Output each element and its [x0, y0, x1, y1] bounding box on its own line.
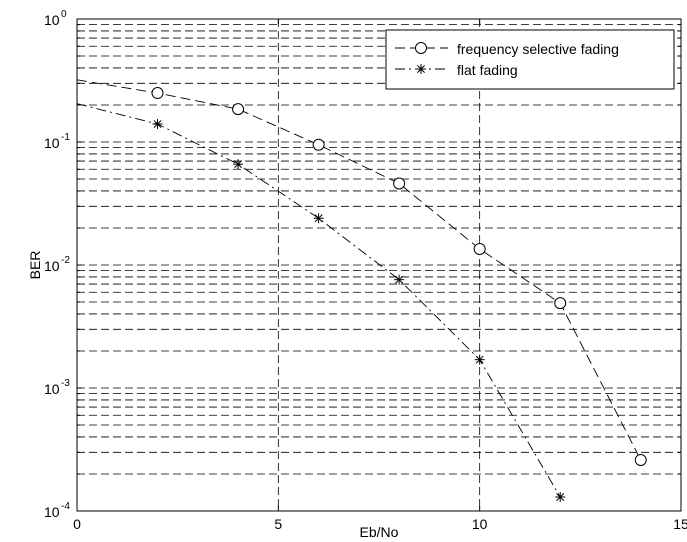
asterisk-marker — [394, 274, 405, 285]
y-tick-label: 10 — [44, 258, 60, 274]
x-tick-label: 5 — [274, 516, 282, 532]
circle-marker — [473, 242, 486, 255]
y-tick-exponent: -2 — [61, 255, 70, 266]
y-tick-exponent: 0 — [61, 9, 67, 20]
x-tick-label: 10 — [472, 516, 488, 532]
y-axis-label: BER — [27, 251, 43, 280]
circle-marker — [634, 453, 647, 466]
asterisk-marker — [152, 119, 163, 130]
legend-box — [385, 29, 675, 90]
data-series — [76, 79, 647, 502]
asterisk-marker — [313, 213, 324, 224]
x-tick-label: 0 — [73, 516, 81, 532]
circle-marker — [312, 138, 325, 151]
legend-label-frequency-selective-fading: frequency selective fading — [457, 41, 619, 57]
asterisk-marker — [555, 491, 566, 502]
y-tick-label: 10 — [44, 135, 60, 151]
legend-marker-sample — [416, 64, 426, 74]
legend-marker-sample — [415, 42, 427, 54]
y-tick-exponent: -3 — [61, 378, 70, 389]
y-tick-exponent: -4 — [61, 501, 70, 512]
legend-samples — [395, 42, 448, 74]
circle-marker — [151, 87, 164, 100]
asterisk-marker — [233, 159, 244, 170]
circle-marker — [232, 103, 245, 116]
legend-label-flat-fading: flat fading — [457, 62, 518, 78]
x-axis-label: Eb/No — [360, 524, 399, 540]
legend: frequency selective fading flat fading — [385, 29, 675, 90]
y-tick-label: 10 — [44, 12, 60, 28]
series-line-0 — [76, 79, 642, 461]
grid — [77, 19, 681, 511]
y-tick-exponent: -1 — [61, 132, 70, 143]
x-tick-label: 15 — [673, 516, 687, 532]
y-tick-label: 10 — [44, 381, 60, 397]
circle-marker — [393, 177, 406, 190]
circle-marker — [554, 297, 567, 310]
asterisk-marker — [474, 354, 485, 365]
y-tick-label: 10 — [44, 504, 60, 520]
